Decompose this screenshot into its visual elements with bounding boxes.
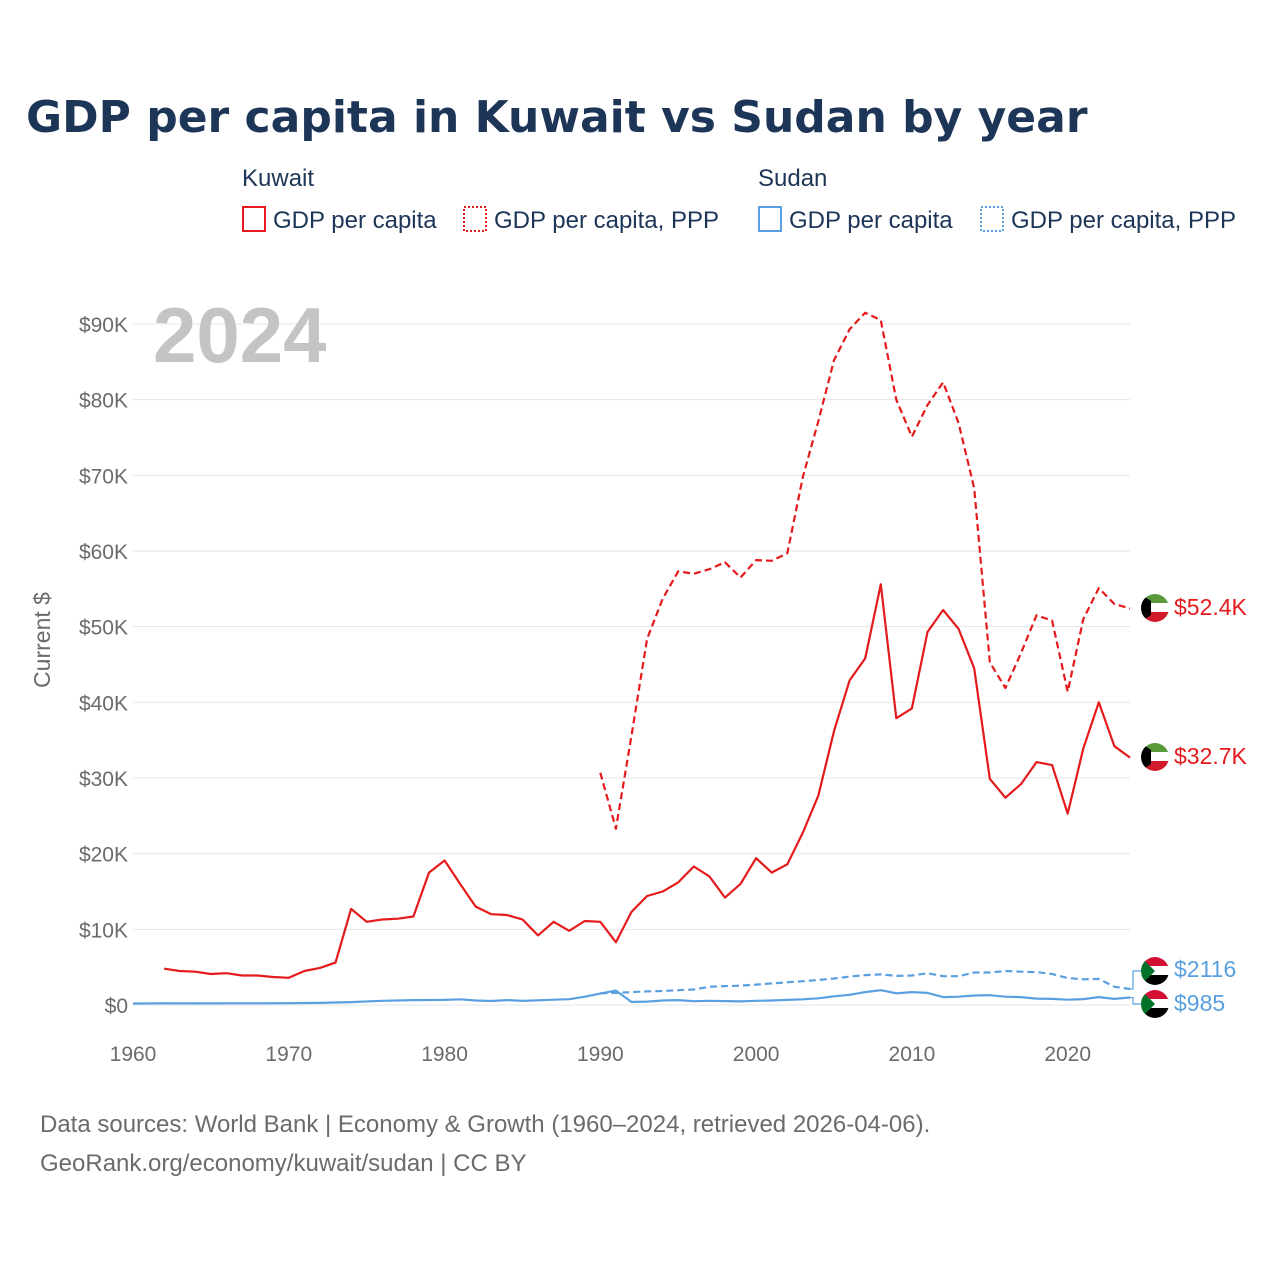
legend-label-sudan-gdp: GDP per capita bbox=[789, 207, 953, 234]
legend-label-kuwait-gdp: GDP per capita bbox=[273, 207, 437, 234]
x-tick-label: 1990 bbox=[577, 1043, 624, 1066]
series-lines bbox=[132, 311, 1131, 1005]
y-tick-label: $10K bbox=[79, 919, 128, 942]
y-tick-label: $40K bbox=[79, 692, 128, 715]
y-tick-label: $70K bbox=[79, 465, 128, 488]
y-tick-label: $80K bbox=[79, 390, 128, 413]
source-line-1: Data sources: World Bank | Economy & Gro… bbox=[40, 1111, 930, 1138]
y-tick-label: $30K bbox=[79, 768, 128, 791]
end-label-kuwait-gdp: $32.7K bbox=[1174, 743, 1248, 769]
y-axis-label: Current $ bbox=[29, 592, 55, 688]
x-tick-label: 2000 bbox=[733, 1043, 780, 1066]
gridlines bbox=[133, 323, 1130, 1006]
y-axis-ticks: $0 $10K $20K $30K $40K $50K $60K $70K $80K $90K bbox=[79, 314, 128, 1018]
x-tick-label: 1980 bbox=[421, 1043, 468, 1066]
x-tick-label: 1960 bbox=[110, 1043, 157, 1066]
legend-label-kuwait-ppp: GDP per capita, PPP bbox=[494, 207, 719, 234]
legend-label-sudan-ppp: GDP per capita, PPP bbox=[1011, 207, 1236, 234]
kuwait-flag-icon bbox=[1141, 594, 1169, 622]
legend-swatch-kuwait-ppp bbox=[463, 206, 487, 232]
series-line-sudan-gdp-per-capita-ppp bbox=[600, 969, 1131, 995]
legend-swatch-sudan-gdp bbox=[758, 206, 782, 232]
y-tick-label: $20K bbox=[79, 844, 128, 867]
sudan-flag-icon bbox=[1141, 957, 1169, 985]
series-line-kuwait-gdp-per-capita bbox=[164, 583, 1131, 979]
series-line-sudan-gdp-per-capita bbox=[132, 989, 1131, 1005]
legend-group-kuwait: Kuwait bbox=[242, 165, 314, 192]
connector-sudan-gdp bbox=[1130, 996, 1141, 1005]
chart-title: GDP per capita in Kuwait vs Sudan by yea… bbox=[26, 92, 1088, 143]
label-connectors bbox=[1130, 970, 1141, 1005]
end-label-kuwait-ppp: $52.4K bbox=[1174, 594, 1248, 620]
x-tick-label: 1970 bbox=[265, 1043, 312, 1066]
end-label-sudan-gdp: $985 bbox=[1174, 990, 1225, 1016]
x-axis-ticks: 1960 1970 1980 1990 2000 2010 2020 bbox=[110, 1043, 1091, 1066]
legend-swatch-kuwait-gdp bbox=[242, 206, 266, 232]
legend-group-sudan: Sudan bbox=[758, 165, 827, 192]
y-tick-label: $90K bbox=[79, 314, 128, 337]
y-tick-label: $0 bbox=[105, 995, 128, 1018]
series-line-kuwait-gdp-per-capita-ppp bbox=[599, 311, 1131, 830]
x-tick-label: 2010 bbox=[889, 1043, 936, 1066]
end-label-sudan-ppp: $2116 bbox=[1174, 956, 1236, 982]
y-tick-label: $50K bbox=[79, 617, 128, 640]
kuwait-flag-icon bbox=[1141, 743, 1169, 771]
legend: Kuwait GDP per capita GDP per capita, PP… bbox=[242, 165, 1236, 234]
source-line-2: GeoRank.org/economy/kuwait/sudan | CC BY bbox=[40, 1150, 526, 1177]
y-tick-label: $60K bbox=[79, 541, 128, 564]
x-tick-label: 2020 bbox=[1044, 1043, 1091, 1066]
connector-sudan-ppp bbox=[1130, 970, 1141, 990]
legend-swatch-sudan-ppp bbox=[980, 206, 1004, 232]
year-watermark: 2024 bbox=[153, 291, 327, 379]
sudan-flag-icon bbox=[1141, 990, 1169, 1018]
